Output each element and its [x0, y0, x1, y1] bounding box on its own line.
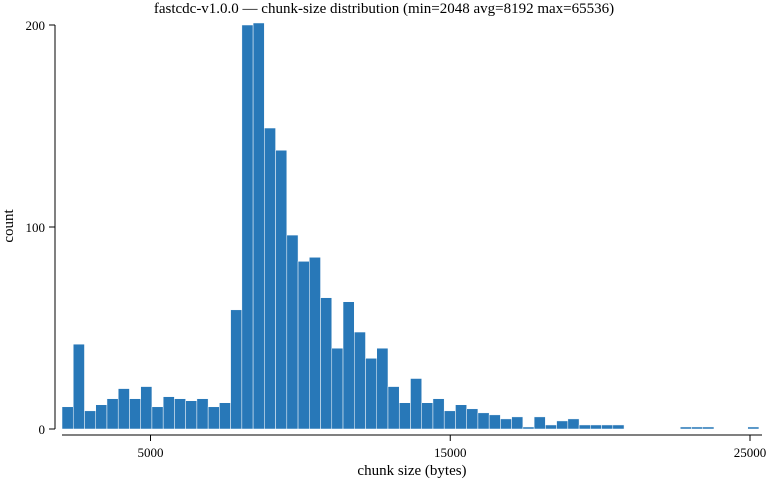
- histogram-bar: [320, 297, 333, 430]
- histogram-bar: [252, 22, 265, 430]
- histogram-bar: [443, 410, 456, 430]
- histogram-bar: [432, 398, 445, 430]
- histogram-bar: [241, 24, 254, 430]
- histogram-bar: [522, 426, 535, 430]
- histogram-bar: [680, 426, 692, 430]
- histogram-bar: [84, 410, 96, 430]
- histogram-bar: [129, 398, 141, 430]
- histogram-bar: [747, 426, 760, 430]
- histogram-bar: [264, 127, 276, 430]
- y-tick-label: 200: [26, 18, 46, 33]
- histogram-bar: [500, 418, 512, 430]
- x-tick-label: 5000: [137, 445, 163, 460]
- histogram-bar: [455, 404, 467, 430]
- histogram-bar: [72, 343, 85, 430]
- y-ticks-group: 0 100 200: [26, 18, 55, 437]
- histogram-bar: [230, 309, 243, 430]
- histogram-bar: [207, 406, 220, 430]
- histogram-bar: [545, 424, 557, 430]
- histogram-bar: [342, 301, 355, 430]
- histogram-bar: [185, 400, 198, 430]
- histogram-bar: [365, 358, 378, 430]
- histogram-bar: [354, 331, 366, 430]
- histogram-bar: [174, 398, 186, 430]
- histogram-bar: [511, 416, 524, 430]
- bars-group: [61, 22, 760, 430]
- y-tick-label: 0: [39, 422, 46, 437]
- chart-title: fastcdc-v1.0.0 — chunk-size distribution…: [154, 1, 614, 17]
- histogram-bar: [488, 414, 501, 430]
- histogram-bar: [387, 386, 400, 430]
- histogram-bar: [533, 416, 546, 430]
- y-axis-label: count: [1, 209, 17, 243]
- histogram-bar: [477, 412, 490, 430]
- histogram-bar: [61, 406, 74, 430]
- histogram-bar: [601, 424, 614, 430]
- histogram-bar: [297, 261, 310, 430]
- histogram-bar: [421, 402, 434, 430]
- histogram-bar: [151, 406, 164, 430]
- histogram-bar: [117, 388, 130, 430]
- x-axis-label: chunk size (bytes): [357, 463, 466, 479]
- histogram-bar: [466, 408, 479, 430]
- histogram-bar: [275, 149, 288, 430]
- x-tick-label: 25000: [734, 445, 767, 460]
- y-tick-label: 100: [26, 220, 46, 235]
- histogram-bar: [376, 347, 389, 430]
- histogram-bar: [331, 347, 344, 430]
- histogram-bar: [691, 426, 703, 430]
- histogram-bar: [286, 234, 299, 430]
- histogram-bar: [398, 402, 411, 430]
- x-ticks-group: 5000 15000 25000: [137, 435, 766, 460]
- histogram-bar: [590, 424, 602, 430]
- histogram-bar: [309, 257, 321, 430]
- histogram-bar: [219, 402, 231, 430]
- histogram-bar: [162, 396, 175, 430]
- histogram-bar: [567, 418, 580, 430]
- histogram-bar: [95, 404, 108, 430]
- histogram-bar: [106, 398, 119, 430]
- histogram-bar: [410, 378, 422, 430]
- histogram-bar: [556, 420, 569, 430]
- histogram-bar: [578, 424, 591, 430]
- histogram-bar: [196, 398, 209, 430]
- x-tick-label: 15000: [434, 445, 467, 460]
- histogram-bar: [702, 426, 715, 430]
- histogram-bar: [612, 424, 625, 430]
- histogram-bar: [140, 386, 153, 430]
